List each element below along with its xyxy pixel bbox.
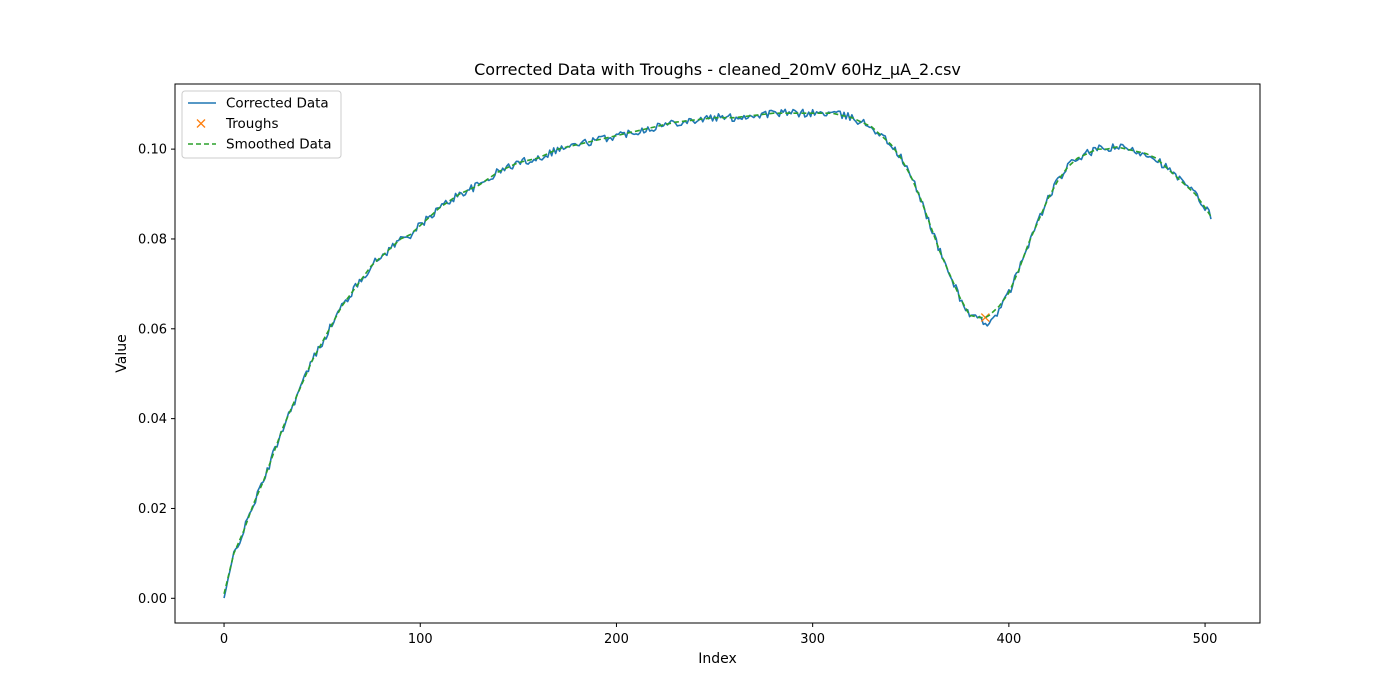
y-tick-label: 0.00 — [138, 592, 167, 607]
legend-label: Troughs — [225, 116, 279, 132]
legend-label: Corrected Data — [226, 96, 329, 112]
x-axis: 0 100 200 300 400 500 — [220, 623, 1218, 647]
plot-frame — [174, 83, 1261, 624]
x-tick-label: 400 — [996, 632, 1021, 647]
y-tick-label: 0.08 — [138, 232, 167, 247]
x-tick-label: 300 — [800, 632, 825, 647]
legend-item: Corrected Data — [188, 96, 329, 112]
legend-item: Troughs — [196, 116, 279, 132]
legend: Corrected Data Troughs Smoothed Data — [181, 90, 342, 159]
y-tick-label: 0.04 — [138, 412, 167, 427]
x-tick-label: 0 — [220, 632, 228, 647]
chart-title: Corrected Data with Troughs - cleaned_20… — [474, 60, 961, 80]
y-tick-label: 0.06 — [138, 322, 167, 337]
legend-item: Smoothed Data — [188, 137, 332, 153]
series-line-smoothed-data — [223, 112, 1212, 594]
y-axis-label: Value — [114, 334, 130, 372]
x-tick-label: 200 — [604, 632, 629, 647]
x-tick-label: 500 — [1193, 632, 1218, 647]
legend-marker-troughs — [196, 119, 206, 128]
y-tick-label: 0.10 — [138, 143, 167, 158]
x-axis-label: Index — [698, 651, 737, 667]
plot-area — [174, 83, 1261, 624]
legend-label: Smoothed Data — [226, 137, 332, 153]
x-tick-label: 100 — [408, 632, 433, 647]
trough-marker-stroke — [980, 313, 990, 323]
y-axis: 0.00 0.02 0.04 0.06 0.08 0.10 — [138, 143, 175, 607]
legend-box — [181, 90, 342, 159]
y-tick-label: 0.02 — [138, 502, 167, 517]
trough-marker — [980, 313, 990, 323]
